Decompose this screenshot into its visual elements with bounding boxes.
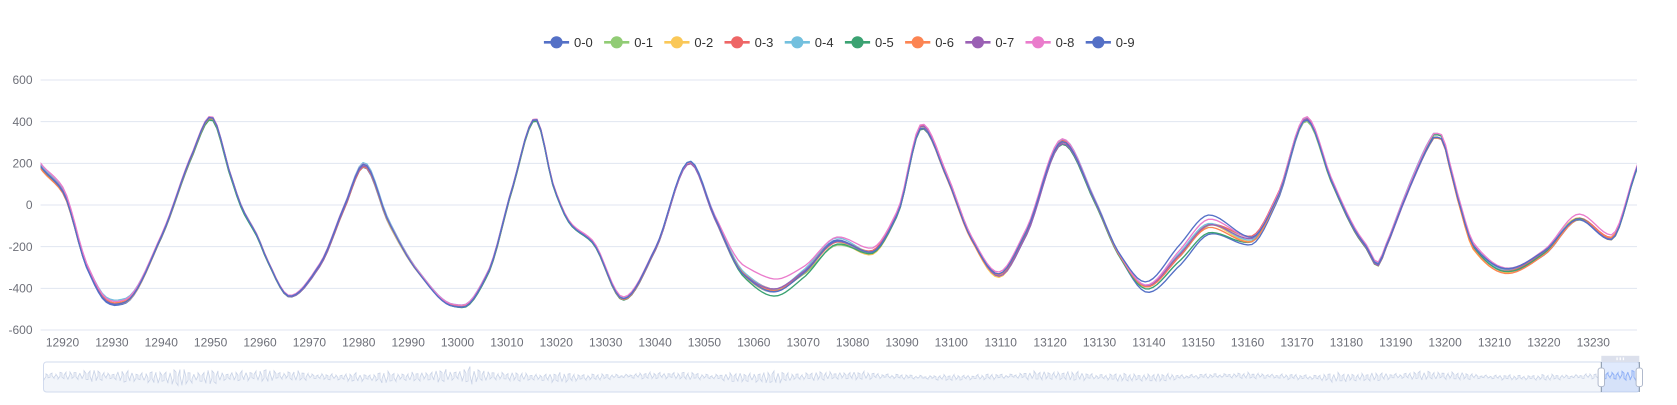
svg-text:13220: 13220 — [1527, 336, 1561, 350]
svg-text:13190: 13190 — [1379, 336, 1413, 350]
svg-text:13140: 13140 — [1132, 336, 1166, 350]
svg-text:12970: 12970 — [293, 336, 327, 350]
svg-text:0-3: 0-3 — [755, 35, 774, 50]
svg-text:200: 200 — [12, 157, 32, 171]
svg-text:0-2: 0-2 — [694, 35, 713, 50]
svg-text:12930: 12930 — [95, 336, 129, 350]
svg-text:13080: 13080 — [836, 336, 870, 350]
svg-text:13160: 13160 — [1231, 336, 1265, 350]
svg-text:0-0: 0-0 — [574, 35, 593, 50]
svg-text:12980: 12980 — [342, 336, 376, 350]
svg-text:12990: 12990 — [392, 336, 426, 350]
svg-text:0-4: 0-4 — [815, 35, 834, 50]
svg-text:13200: 13200 — [1428, 336, 1462, 350]
svg-text:0-8: 0-8 — [1056, 35, 1075, 50]
svg-text:13180: 13180 — [1330, 336, 1364, 350]
svg-text:13120: 13120 — [1033, 336, 1067, 350]
svg-text:13060: 13060 — [737, 336, 771, 350]
svg-text:0-9: 0-9 — [1116, 35, 1135, 50]
svg-text:12920: 12920 — [46, 336, 80, 350]
svg-text:13150: 13150 — [1182, 336, 1216, 350]
svg-text:12960: 12960 — [243, 336, 277, 350]
svg-text:13100: 13100 — [935, 336, 969, 350]
svg-text:12940: 12940 — [145, 336, 179, 350]
svg-text:13210: 13210 — [1478, 336, 1512, 350]
svg-text:13000: 13000 — [441, 336, 475, 350]
svg-text:13050: 13050 — [688, 336, 722, 350]
svg-text:13130: 13130 — [1083, 336, 1117, 350]
svg-text:0-1: 0-1 — [634, 35, 653, 50]
svg-text:13110: 13110 — [984, 336, 1017, 350]
svg-text:13070: 13070 — [787, 336, 821, 350]
svg-text:-600: -600 — [8, 323, 32, 337]
svg-text:13020: 13020 — [540, 336, 574, 350]
svg-text:12950: 12950 — [194, 336, 228, 350]
svg-text:13230: 13230 — [1577, 336, 1611, 350]
svg-text:0-6: 0-6 — [935, 35, 954, 50]
svg-text:13030: 13030 — [589, 336, 623, 350]
svg-text:13090: 13090 — [885, 336, 919, 350]
svg-text:13040: 13040 — [638, 336, 672, 350]
svg-text:0-7: 0-7 — [995, 35, 1014, 50]
svg-text:13170: 13170 — [1280, 336, 1314, 350]
svg-text:13010: 13010 — [490, 336, 524, 350]
svg-text:0: 0 — [26, 198, 33, 212]
svg-text:-200: -200 — [8, 240, 32, 254]
svg-text:-400: -400 — [8, 282, 32, 296]
svg-text:0-5: 0-5 — [875, 35, 894, 50]
svg-text:600: 600 — [12, 73, 32, 87]
svg-text:400: 400 — [12, 115, 32, 129]
